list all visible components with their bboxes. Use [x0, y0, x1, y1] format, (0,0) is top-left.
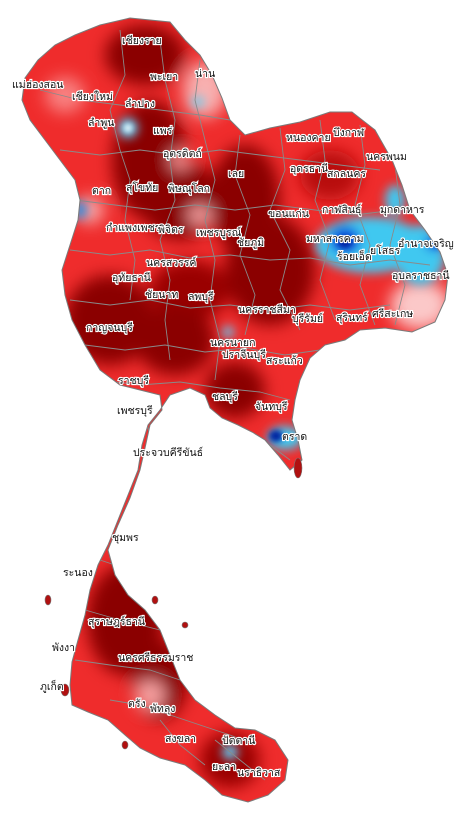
- label-chiang-rai: เชียงราย: [122, 34, 162, 47]
- label-loei: เลย: [228, 168, 244, 180]
- label-phetchabun: เพชรบูรณ์: [196, 226, 242, 239]
- label-prachuap: ประจวบคีรีขันธ์: [133, 446, 203, 459]
- label-nakhon-ratchasima: นครราชสีมา: [238, 303, 296, 316]
- label-uthai-thani: อุทัยธานี: [112, 271, 151, 284]
- label-trang: ตรัง: [128, 698, 146, 710]
- label-sisaket: ศรีสะเกษ: [372, 307, 413, 320]
- label-tak: ตาก: [92, 185, 111, 197]
- label-chiang-mai: เชียงใหม่: [72, 90, 113, 103]
- label-nan: น่าน: [195, 68, 215, 80]
- label-phang-nga: พังงา: [52, 642, 75, 654]
- islands: [44, 457, 303, 750]
- label-nakhon-phanom: นครพนม: [366, 151, 407, 163]
- label-prachinburi: ปราจีนบุรี: [222, 348, 266, 361]
- label-songkhla: สงขลา: [165, 733, 196, 745]
- label-lampang: ลำปาง: [125, 98, 155, 110]
- label-phuket: ภูเก็ต: [40, 679, 64, 693]
- label-nakhon-si-thammarat: นครศรีธรรมราช: [118, 651, 193, 664]
- label-narathiwat: นราธิวาส: [237, 767, 281, 779]
- label-ubon-ratchathani: อุบลราชธานี: [392, 269, 450, 282]
- label-sakon-nakhon: สกลนคร: [327, 168, 366, 180]
- label-surin: สุรินทร์: [336, 311, 368, 324]
- label-kamphaeng-phet: กำแพงเพชร: [106, 222, 161, 234]
- label-kanchanaburi: กาญจนบุรี: [86, 321, 133, 334]
- label-surat-thani: สุราษฎร์ธานี: [88, 615, 145, 628]
- label-sa-kaeo: สระแก้ว: [266, 355, 303, 367]
- label-yasothon: ยโสธร: [370, 244, 401, 257]
- label-udon-thani: อุดรธานี: [290, 162, 328, 175]
- label-ratchaburi: ราชบุรี: [118, 374, 149, 387]
- label-trat: ตราด: [282, 431, 307, 443]
- label-sukhothai: สุโขทัย: [126, 181, 158, 194]
- label-roi-et: ร้อยเอ็ด: [337, 249, 372, 263]
- label-phetchaburi: เพชรบุรี: [117, 404, 153, 417]
- label-chanthaburi: จันทบุรี: [255, 400, 288, 413]
- label-phitsanulok: พิษณุโลก: [168, 182, 210, 195]
- label-amnat-charoen: อำนาจเจริญ: [398, 238, 454, 250]
- label-maha-sarakham: มหาสารคาม: [306, 233, 364, 245]
- label-ranong: ระนอง: [63, 567, 93, 579]
- province-boundaries: [39, 29, 431, 781]
- label-uttaradit: อุตรดิตถ์: [163, 147, 202, 160]
- label-pattani: ปัตตานี: [222, 734, 255, 747]
- label-chumphon: ชุมพร: [112, 532, 139, 544]
- label-phrae: แพร่: [153, 125, 173, 137]
- label-kalasin: กาฬสินธุ์: [322, 203, 361, 216]
- value-color-field: [45, 25, 448, 788]
- label-phatthalung: พัทลุง: [150, 703, 175, 715]
- label-nong-khai: หนองคาย: [286, 132, 331, 144]
- label-lamphun: ลำพูน: [88, 117, 114, 129]
- label-mukdahan: มุกดาหาร: [380, 204, 425, 216]
- province-labels: เชียงราย พะเยา น่าน แม่ฮ่องสอน เชียงใหม่…: [11, 33, 455, 780]
- label-phichit: พิจิตร: [158, 224, 184, 236]
- country-outline: [21, 17, 449, 803]
- label-nakhon-sawan: นครสวรรค์: [146, 256, 196, 269]
- label-khon-kaen: ขอนแก่น: [268, 208, 309, 220]
- label-nakhon-nayok: นครนายก: [210, 337, 255, 349]
- label-lopburi: ลพบุรี: [188, 290, 214, 303]
- label-buriram: บุรีรัมย์: [292, 312, 323, 325]
- label-chonburi: ชลบุรี: [212, 390, 238, 403]
- label-yala: ยะลา: [212, 761, 236, 773]
- label-bueng-kan: บึงกาฬ: [333, 127, 365, 139]
- label-chaiyaphum: ชัยภูมิ: [237, 237, 264, 249]
- label-chai-nat: ชัยนาท: [145, 289, 178, 301]
- label-mae-hong-son: แม่ฮ่องสอน: [12, 79, 63, 91]
- label-phayao: พะเยา: [150, 71, 178, 83]
